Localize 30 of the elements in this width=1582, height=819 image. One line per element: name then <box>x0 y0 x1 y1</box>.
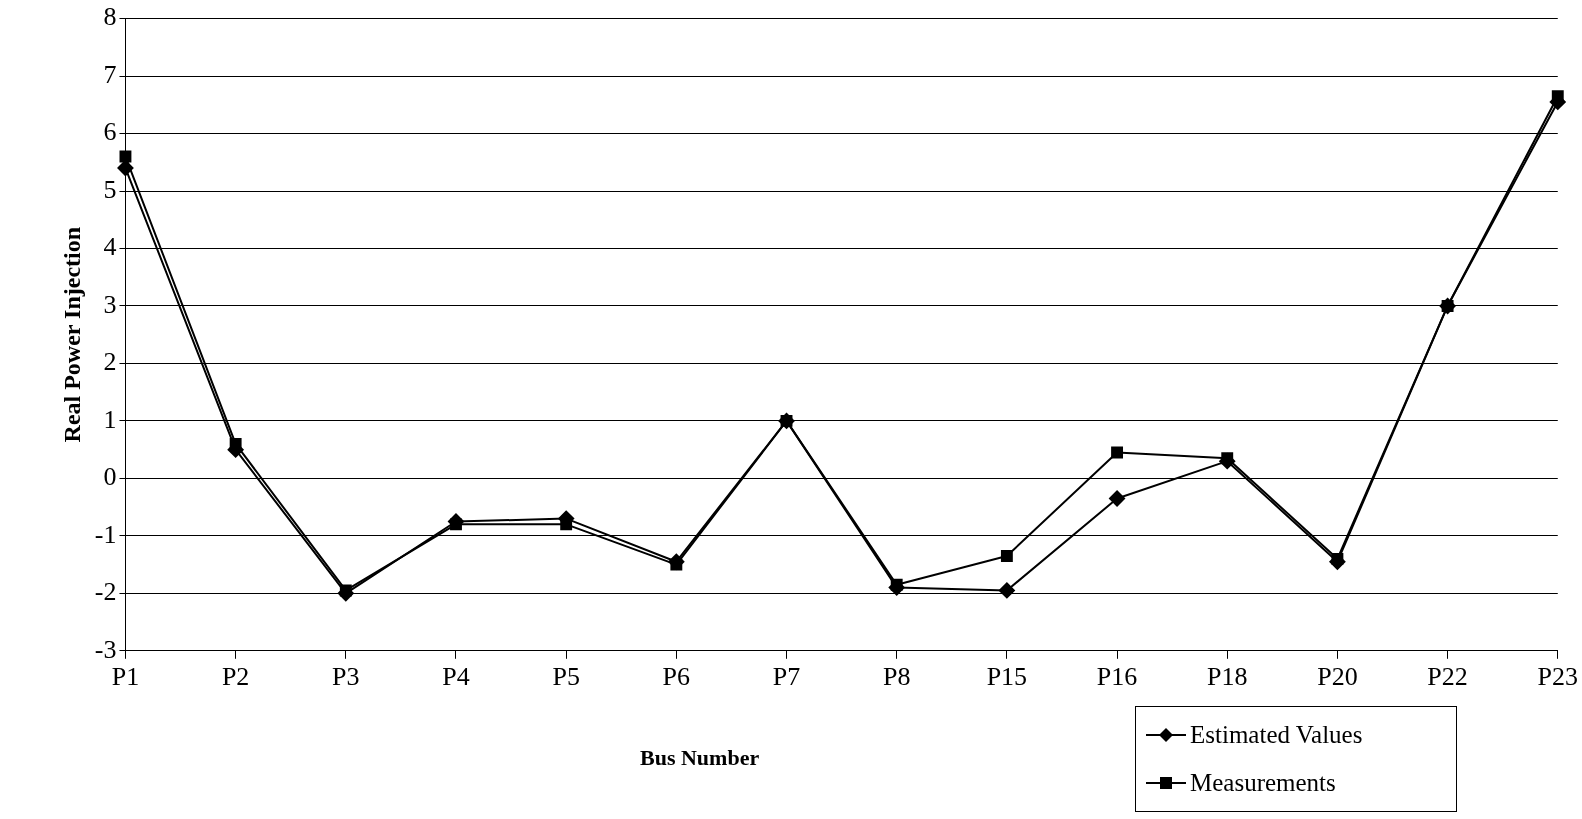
x-tick-label: P22 <box>1427 662 1468 692</box>
x-tick-label: P23 <box>1537 662 1578 692</box>
y-axis-title: Real Power Injection <box>58 226 85 443</box>
y-tick-label: 4 <box>103 232 117 262</box>
y-tick-label: 7 <box>103 59 117 89</box>
x-tick-label: P16 <box>1096 662 1138 692</box>
y-tick-label: -1 <box>94 519 117 549</box>
x-tick-label: P6 <box>662 662 691 692</box>
x-tick-label: P5 <box>552 662 580 692</box>
x-axis-title: Bus Number <box>640 745 760 771</box>
legend-label: Estimated Values <box>1190 721 1363 749</box>
y-tick-label: 2 <box>103 347 117 377</box>
x-tick-label: P8 <box>882 662 911 692</box>
x-tick-label: P20 <box>1317 662 1358 692</box>
x-tick-label: P2 <box>221 662 250 692</box>
y-tick-label: 8 <box>103 2 117 32</box>
y-tick-label: -2 <box>94 577 117 607</box>
legend-label: Measurements <box>1190 769 1336 797</box>
y-tick-label: 5 <box>103 174 117 204</box>
x-tick-label: P15 <box>986 662 1028 692</box>
x-tick-label: P1 <box>111 662 140 692</box>
y-tick-label: 3 <box>103 289 117 319</box>
y-tick-label: 1 <box>103 404 117 434</box>
x-tick-label: P18 <box>1207 662 1248 692</box>
x-tick-label: P7 <box>772 662 801 692</box>
x-tick-label: P4 <box>442 662 470 692</box>
y-tick-label: 6 <box>103 117 117 147</box>
y-tick-label: -3 <box>94 634 117 664</box>
y-tick-label: 0 <box>103 462 117 492</box>
x-tick-label: P3 <box>332 662 360 692</box>
